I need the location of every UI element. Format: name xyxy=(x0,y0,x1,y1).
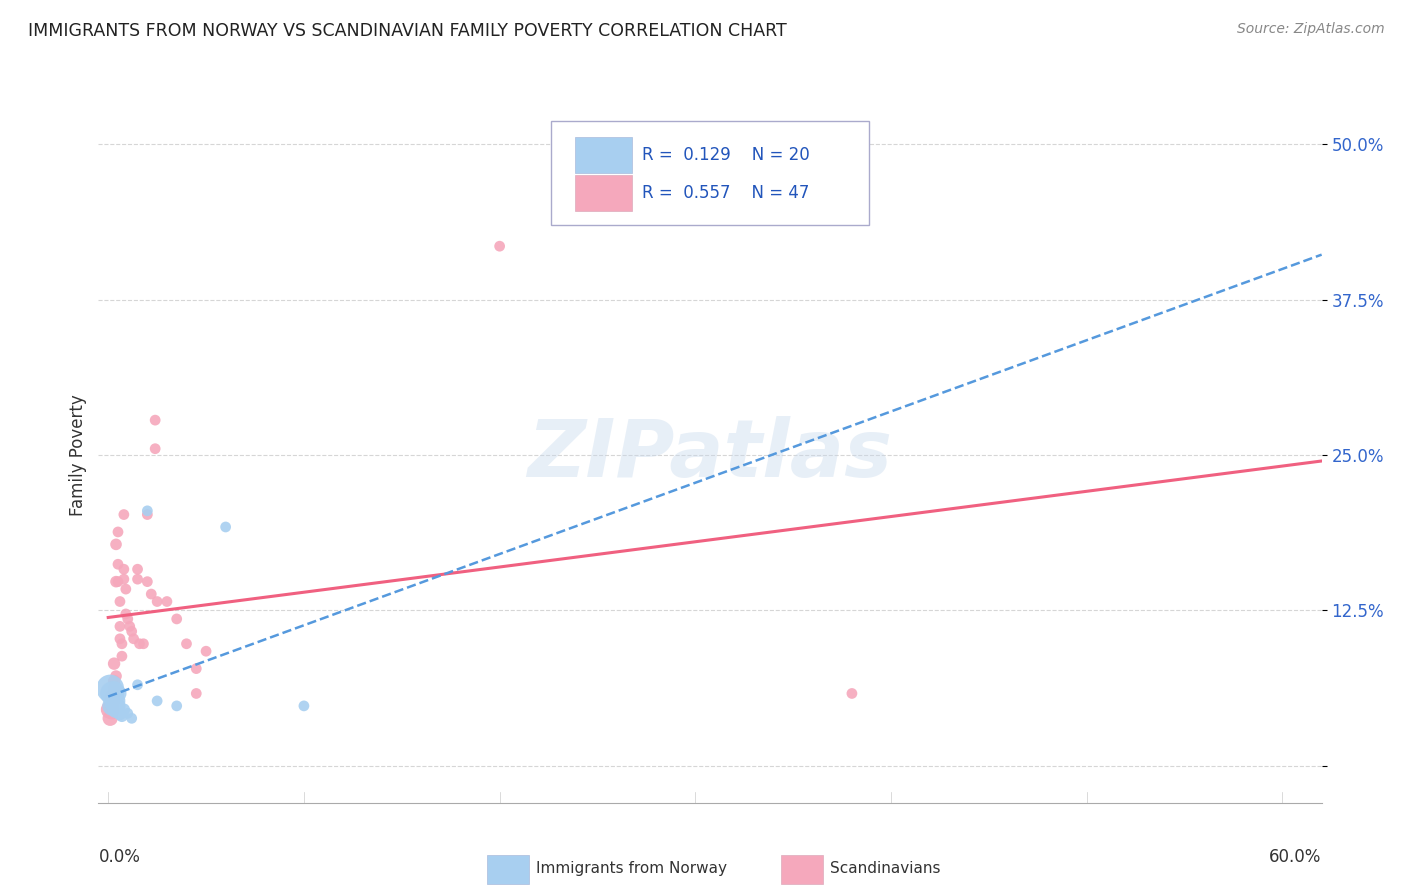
Text: ZIPatlas: ZIPatlas xyxy=(527,416,893,494)
Point xyxy=(127,562,149,576)
Point xyxy=(101,698,124,713)
Point xyxy=(107,698,129,713)
Point xyxy=(195,644,218,658)
Point xyxy=(132,637,155,651)
Point xyxy=(146,694,169,708)
Point xyxy=(292,698,315,713)
Point xyxy=(105,574,128,589)
Point xyxy=(122,632,145,646)
Point xyxy=(143,442,166,456)
Point xyxy=(101,690,124,705)
Point xyxy=(121,711,143,725)
Point xyxy=(118,619,141,633)
Text: Immigrants from Norway: Immigrants from Norway xyxy=(536,862,727,877)
Text: R =  0.557    N = 47: R = 0.557 N = 47 xyxy=(641,185,808,202)
Point xyxy=(121,624,143,639)
Text: R =  0.129    N = 20: R = 0.129 N = 20 xyxy=(641,146,810,164)
Point xyxy=(127,572,149,586)
Point xyxy=(108,619,131,633)
Point xyxy=(101,698,124,713)
Point xyxy=(114,582,136,596)
Point xyxy=(127,678,149,692)
Point xyxy=(103,694,125,708)
Point xyxy=(176,637,198,651)
Point xyxy=(111,708,134,723)
Point xyxy=(107,524,129,539)
Point xyxy=(186,686,208,700)
Point xyxy=(114,607,136,621)
Point xyxy=(111,637,134,651)
Text: IMMIGRANTS FROM NORWAY VS SCANDINAVIAN FAMILY POVERTY CORRELATION CHART: IMMIGRANTS FROM NORWAY VS SCANDINAVIAN F… xyxy=(28,22,787,40)
Point xyxy=(143,413,166,427)
FancyBboxPatch shape xyxy=(488,855,529,884)
Point xyxy=(105,537,128,551)
Point xyxy=(103,657,125,671)
Point xyxy=(136,504,159,518)
Point xyxy=(166,698,188,713)
Point xyxy=(103,674,125,689)
Point xyxy=(103,684,125,698)
Point xyxy=(117,612,139,626)
Point xyxy=(112,703,135,717)
Point xyxy=(98,711,121,725)
Point xyxy=(105,703,128,717)
Point xyxy=(108,632,131,646)
FancyBboxPatch shape xyxy=(575,137,631,173)
Point xyxy=(108,706,131,721)
Point xyxy=(107,574,129,589)
Point xyxy=(105,694,128,708)
Point xyxy=(128,637,150,651)
Text: Scandinavians: Scandinavians xyxy=(830,862,941,877)
Point xyxy=(103,681,125,696)
Point xyxy=(146,594,169,608)
Point xyxy=(107,558,129,572)
Point xyxy=(103,697,125,711)
Point xyxy=(98,681,121,696)
Point xyxy=(136,574,159,589)
Point xyxy=(101,686,124,700)
Point xyxy=(117,706,139,721)
Text: 0.0%: 0.0% xyxy=(98,848,141,866)
Text: 60.0%: 60.0% xyxy=(1270,848,1322,866)
Point xyxy=(166,612,188,626)
Point xyxy=(214,520,236,534)
FancyBboxPatch shape xyxy=(780,855,823,884)
Point xyxy=(98,703,121,717)
Point xyxy=(112,572,135,586)
Y-axis label: Family Poverty: Family Poverty xyxy=(69,394,87,516)
Point xyxy=(136,508,159,522)
Point xyxy=(105,669,128,683)
Point xyxy=(112,508,135,522)
Point xyxy=(141,587,163,601)
Point xyxy=(111,649,134,664)
Point xyxy=(156,594,179,608)
Point xyxy=(112,562,135,576)
Point xyxy=(101,706,124,721)
Point xyxy=(108,594,131,608)
Point xyxy=(488,239,510,253)
Point xyxy=(107,686,129,700)
Point xyxy=(186,662,208,676)
FancyBboxPatch shape xyxy=(575,175,631,211)
Text: Source: ZipAtlas.com: Source: ZipAtlas.com xyxy=(1237,22,1385,37)
Point xyxy=(841,686,863,700)
FancyBboxPatch shape xyxy=(551,121,869,226)
